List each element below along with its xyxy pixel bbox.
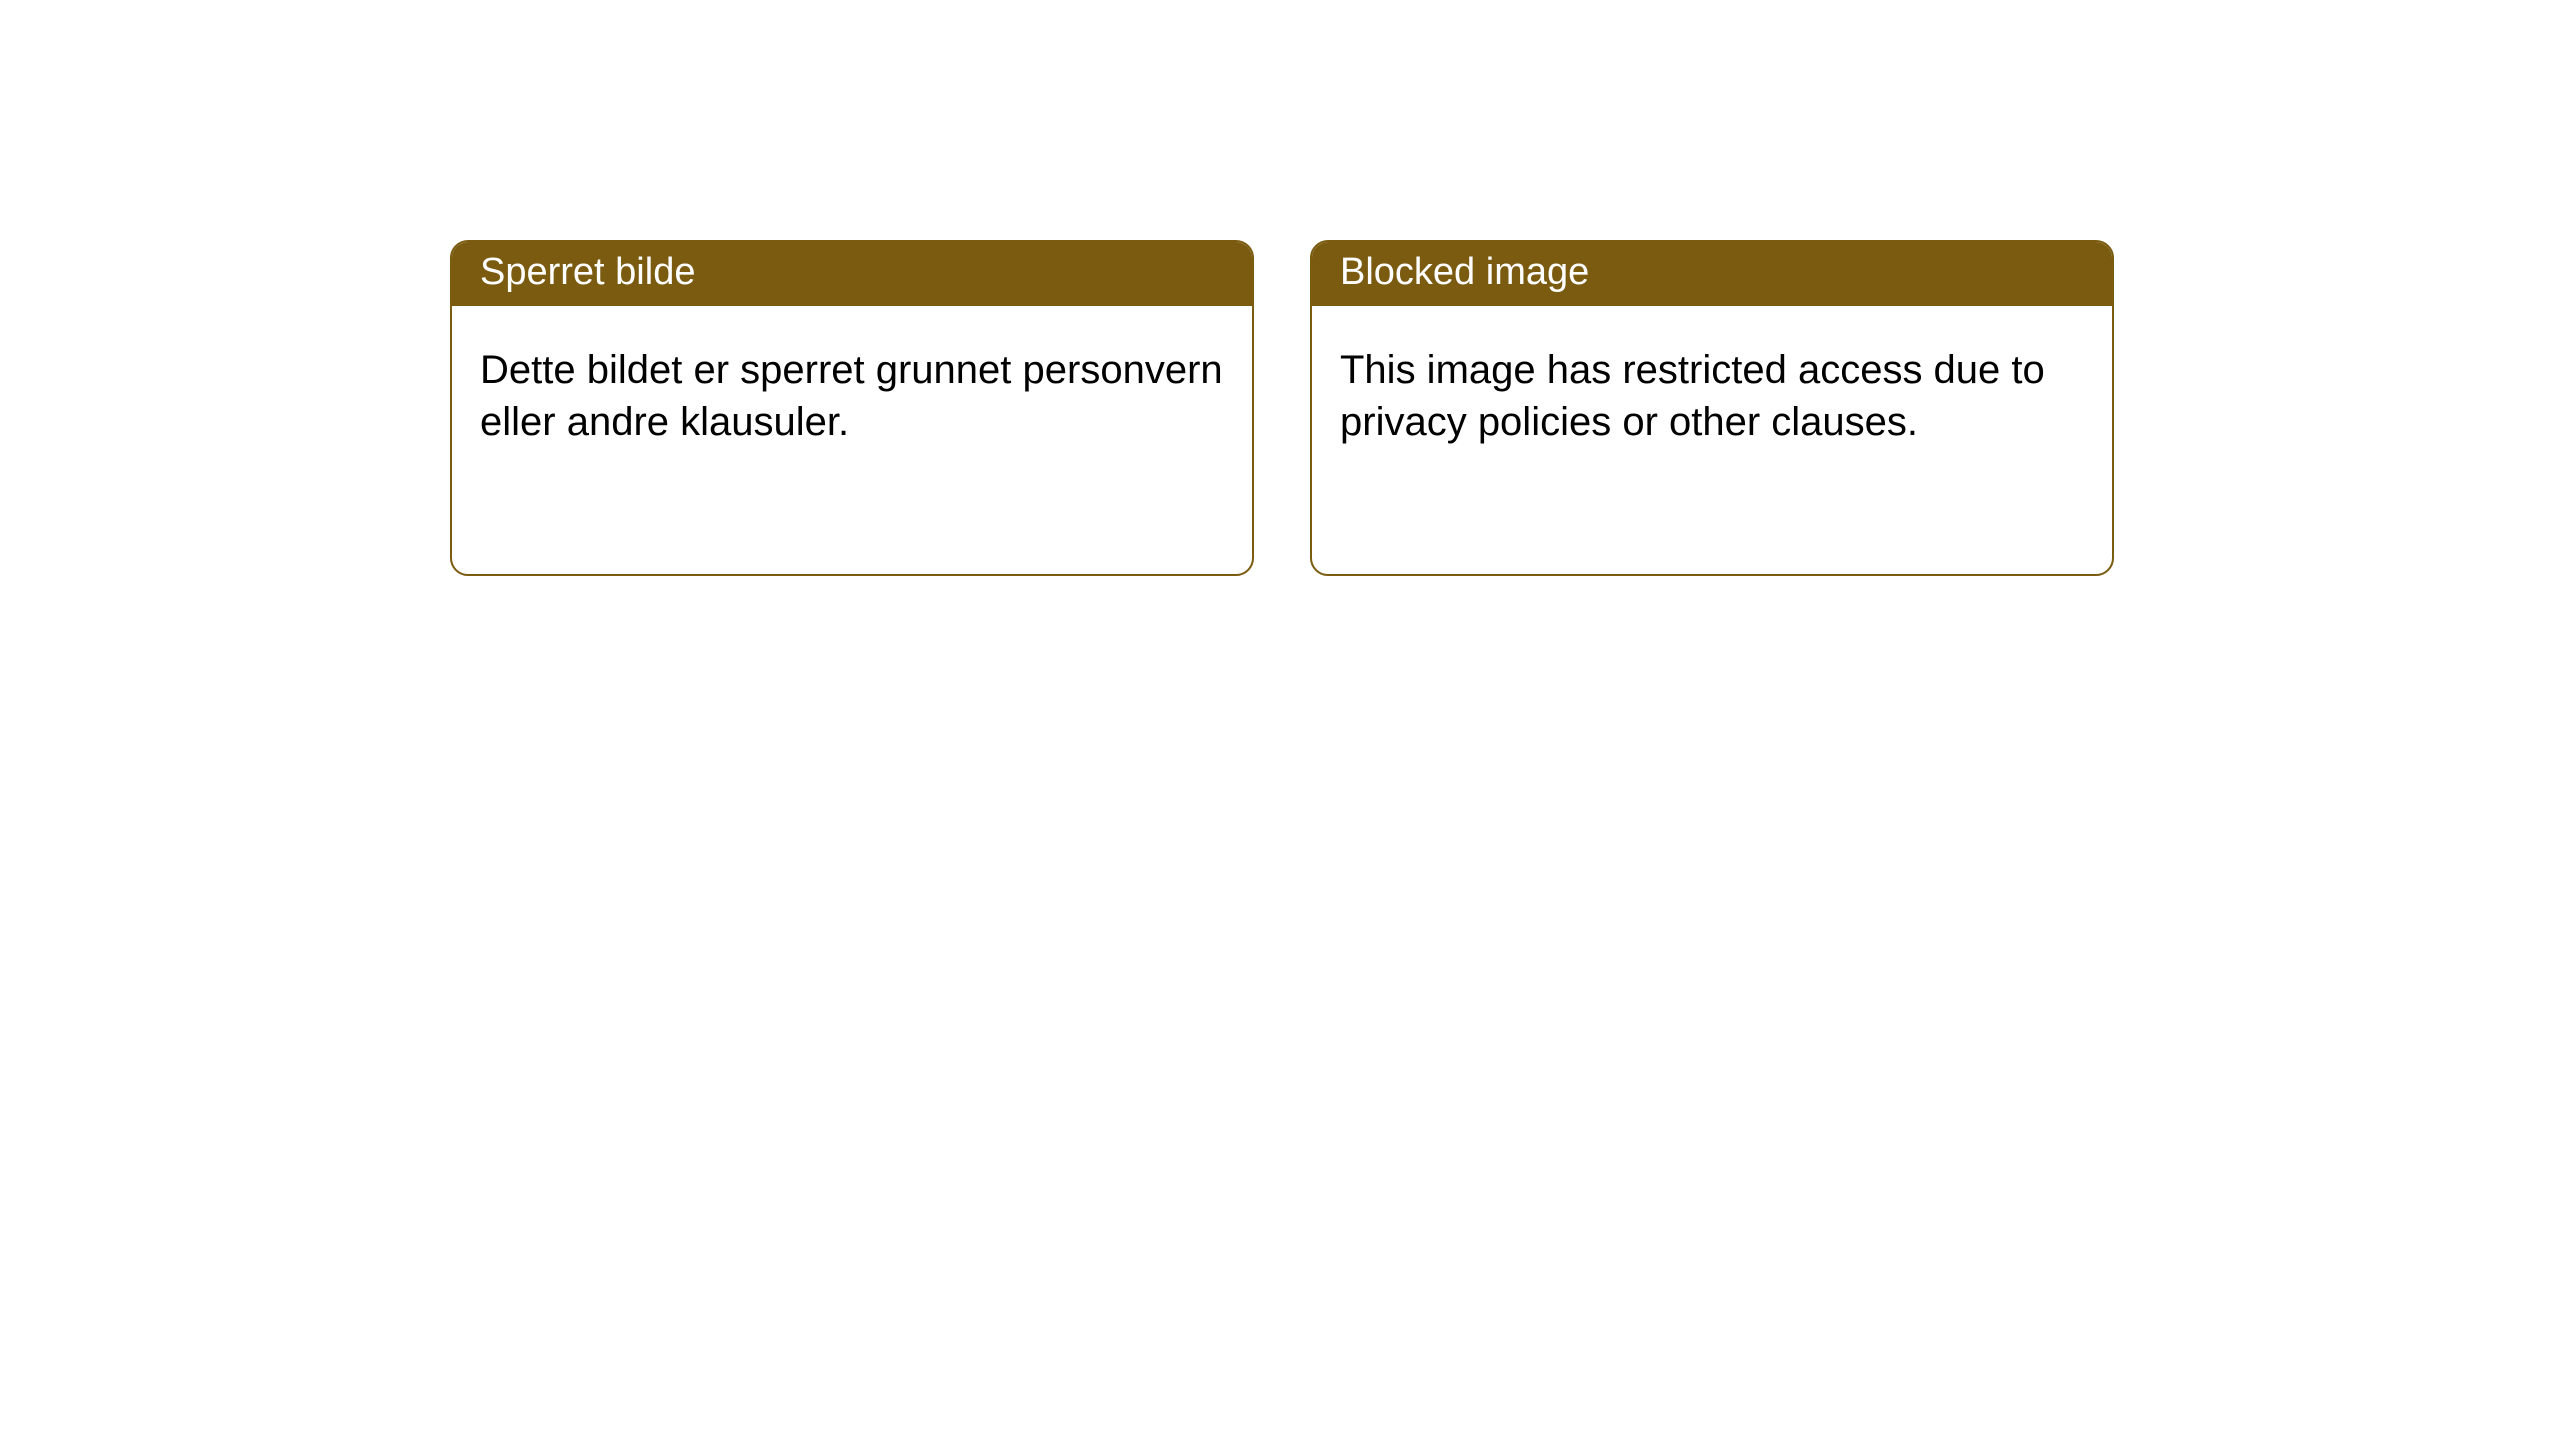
- notice-body-text: This image has restricted access due to …: [1340, 348, 2045, 444]
- notice-header: Sperret bilde: [452, 242, 1252, 306]
- notice-header: Blocked image: [1312, 242, 2112, 306]
- notice-title: Sperret bilde: [480, 251, 695, 293]
- notice-body-text: Dette bildet er sperret grunnet personve…: [480, 348, 1223, 444]
- notice-card-norwegian: Sperret bilde Dette bildet er sperret gr…: [450, 240, 1254, 576]
- notice-body: Dette bildet er sperret grunnet personve…: [452, 306, 1252, 486]
- notice-title: Blocked image: [1340, 251, 1589, 293]
- notice-body: This image has restricted access due to …: [1312, 306, 2112, 486]
- notice-card-english: Blocked image This image has restricted …: [1310, 240, 2114, 576]
- notice-container: Sperret bilde Dette bildet er sperret gr…: [0, 0, 2560, 576]
